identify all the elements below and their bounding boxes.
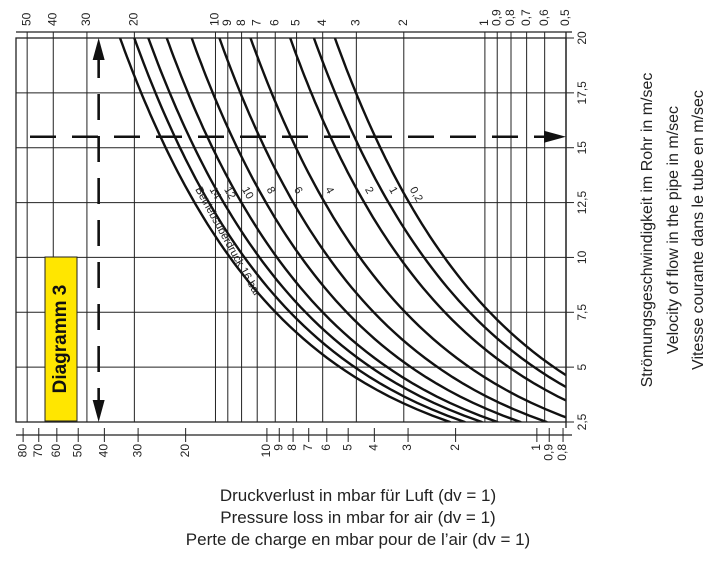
velocity-tick-label: 15	[575, 141, 589, 155]
velocity-tick-label: 12,5	[575, 191, 589, 215]
example-guide	[30, 38, 566, 422]
bottom-tick-label: 7	[301, 444, 315, 451]
velocity-axis-title-line: Velocity of flow in the pipe in m/sec	[665, 106, 682, 354]
bottom-tick-label: 40	[97, 444, 111, 458]
curve-label-1: 1	[386, 185, 399, 196]
bottom-tick-label: 8	[285, 444, 299, 451]
pressure-curve-4	[249, 38, 566, 419]
bottom-tick-label: 0,8	[555, 444, 569, 461]
top-tick-label: 1	[477, 19, 491, 26]
curve-label-2: 2	[362, 185, 375, 196]
velocity-tick-label: 2,5	[575, 413, 589, 430]
velocity-tick-label: 17,5	[575, 81, 589, 105]
x-axis-title-de: Druckverlust in mbar für Luft (dv = 1)	[219, 486, 497, 505]
curve-label-4: 4	[322, 185, 335, 196]
bottom-tick-label: 30	[130, 444, 144, 458]
velocity-axis-title-line: Vitesse courante dans le tube en m/sec	[690, 90, 707, 370]
bottom-tick-label: 4	[367, 444, 381, 451]
top-tick-label: 0,8	[503, 9, 517, 26]
top-tick-label: 30	[79, 12, 93, 26]
x-axis-title-en: Pressure loss in mbar for air (dv = 1)	[220, 508, 496, 527]
bottom-tick-label: 6	[319, 444, 333, 451]
diagram-badge-box	[44, 256, 78, 422]
top-tick-label: 40	[45, 12, 59, 26]
top-tick-label: 0,9	[489, 9, 503, 26]
top-tick-label: 0,5	[558, 9, 572, 26]
example-arrow-down	[92, 400, 105, 422]
curve-label-6: 6	[291, 185, 304, 196]
bottom-tick-label: 10	[259, 444, 273, 458]
curve-label-10: 10	[239, 185, 255, 202]
top-tick-label: 0,7	[519, 9, 533, 26]
top-tick-label: 7	[249, 19, 263, 26]
bottom-tick-label: 2	[448, 444, 462, 451]
curve-label-14: 14	[207, 185, 223, 202]
curve-label-8: 8	[264, 185, 277, 196]
bottom-tick-label: 70	[31, 444, 45, 458]
example-arrow-up	[92, 38, 105, 60]
chart-ticks: 50 40 30 20 109 8 7 6 5 4 3 2 10,9 0,8 0,7 0,6 0,580 70 60…	[15, 9, 589, 461]
bottom-tick-label: 9	[271, 444, 285, 451]
top-tick-label: 9	[220, 19, 234, 26]
pressure-curve-16	[118, 38, 452, 422]
top-tick-label: 3	[349, 19, 363, 26]
velocity-axis-title: Strömungsgeschwindigkeit im Rohr in m/se…	[639, 73, 707, 388]
bottom-tick-label: 20	[178, 444, 192, 458]
curve-label-12: 12	[221, 185, 237, 202]
pressure-curve-10	[165, 38, 499, 422]
bottom-tick-label: 0,9	[541, 444, 555, 461]
diagram-badge-label: Diagramm 3	[50, 285, 71, 394]
top-tick-label: 2	[396, 19, 410, 26]
pressure-curve-1	[312, 38, 566, 389]
top-tick-label: 5	[289, 19, 303, 26]
pressure-curve-8	[190, 38, 522, 422]
top-tick-label: 0,6	[537, 9, 551, 26]
pressure-curve-12	[147, 38, 483, 422]
bottom-tick-label: 3	[400, 444, 414, 451]
velocity-tick-label: 10	[575, 250, 589, 264]
bottom-tick-label: 5	[340, 444, 354, 451]
velocity-tick-label: 20	[575, 31, 589, 45]
chart-frame	[15, 31, 572, 436]
velocity-axis-title-line: Strömungsgeschwindigkeit im Rohr in m/se…	[639, 73, 656, 388]
pressure-curve-0-2	[333, 38, 566, 377]
top-tick-label: 20	[127, 12, 141, 26]
top-tick-label: 10	[208, 12, 222, 26]
bottom-tick-label: 60	[49, 444, 63, 458]
pressure-curve-14	[133, 38, 466, 422]
top-tick-label: 8	[234, 19, 248, 26]
top-tick-label: 50	[19, 12, 33, 26]
top-tick-label: 4	[315, 19, 329, 26]
diagram-badge: Diagramm 3	[44, 256, 78, 422]
velocity-tick-label: 7,5	[575, 304, 589, 321]
chart-curves	[118, 38, 566, 422]
pressure-curve-2	[289, 38, 566, 402]
top-tick-label: 6	[267, 19, 281, 26]
x-axis-title-fr: Perte de charge en mbar pour de l’air (d…	[185, 530, 531, 549]
bottom-tick-label: 50	[70, 444, 84, 458]
pressure-curve-6	[218, 38, 548, 422]
bottom-tick-label: 1	[529, 444, 543, 451]
velocity-tick-label: 5	[575, 363, 589, 370]
bottom-tick-label: 80	[15, 444, 29, 458]
example-arrow-right	[544, 130, 566, 143]
